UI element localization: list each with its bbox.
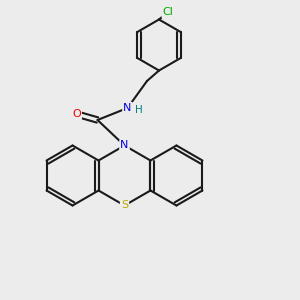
Text: S: S xyxy=(121,200,128,211)
Text: N: N xyxy=(123,103,132,113)
Text: H: H xyxy=(135,105,143,116)
Text: Cl: Cl xyxy=(163,7,173,17)
Text: O: O xyxy=(72,109,81,119)
Text: N: N xyxy=(120,140,129,151)
